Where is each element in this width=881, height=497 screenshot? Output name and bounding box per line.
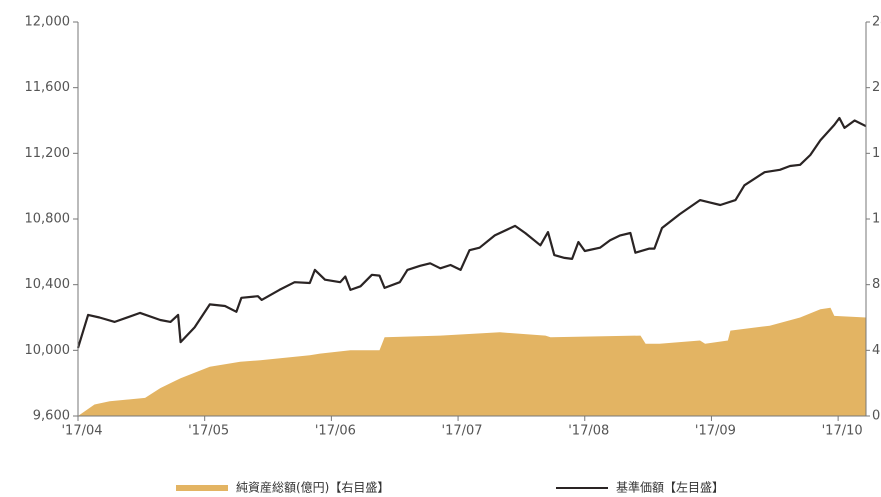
legend: 純資産総額(億円)【右目盛】 基準価額【左目盛】 — [176, 480, 724, 495]
y-tick-label: 11,600 — [25, 80, 71, 95]
x-tick-label: '17/08 — [568, 424, 609, 439]
legend-swatch — [176, 485, 228, 491]
y2-tick-label: 16 — [872, 146, 881, 161]
y2-tick-label: 0 — [872, 409, 880, 424]
x-tick-label: '17/10 — [822, 424, 863, 439]
x-tick-label: '17/07 — [442, 424, 483, 439]
y2-tick-label: 4 — [872, 343, 880, 358]
y2-tick-label: 12 — [872, 212, 881, 227]
x-tick-label: '17/05 — [188, 424, 229, 439]
y-tick-label: 10,400 — [25, 277, 71, 292]
legend-label: 基準価額【左目盛】 — [616, 480, 724, 495]
y-tick-label: 12,000 — [25, 15, 71, 30]
x-tick-label: '17/09 — [695, 424, 736, 439]
x-tick-label: '17/04 — [61, 424, 102, 439]
y2-tick-label: 20 — [872, 80, 881, 95]
line — [76, 116, 867, 349]
y-tick-label: 11,200 — [25, 146, 71, 161]
x-tick-label: '17/06 — [315, 424, 356, 439]
y2-tick-label: 24 — [872, 15, 881, 30]
area — [78, 307, 866, 416]
y2-tick-label: 8 — [872, 277, 880, 292]
y-tick-label: 10,000 — [25, 343, 71, 358]
y-tick-label: 9,600 — [33, 409, 70, 424]
legend-label: 純資産総額(億円)【右目盛】 — [236, 480, 389, 495]
y-tick-label: 10,800 — [25, 212, 71, 227]
